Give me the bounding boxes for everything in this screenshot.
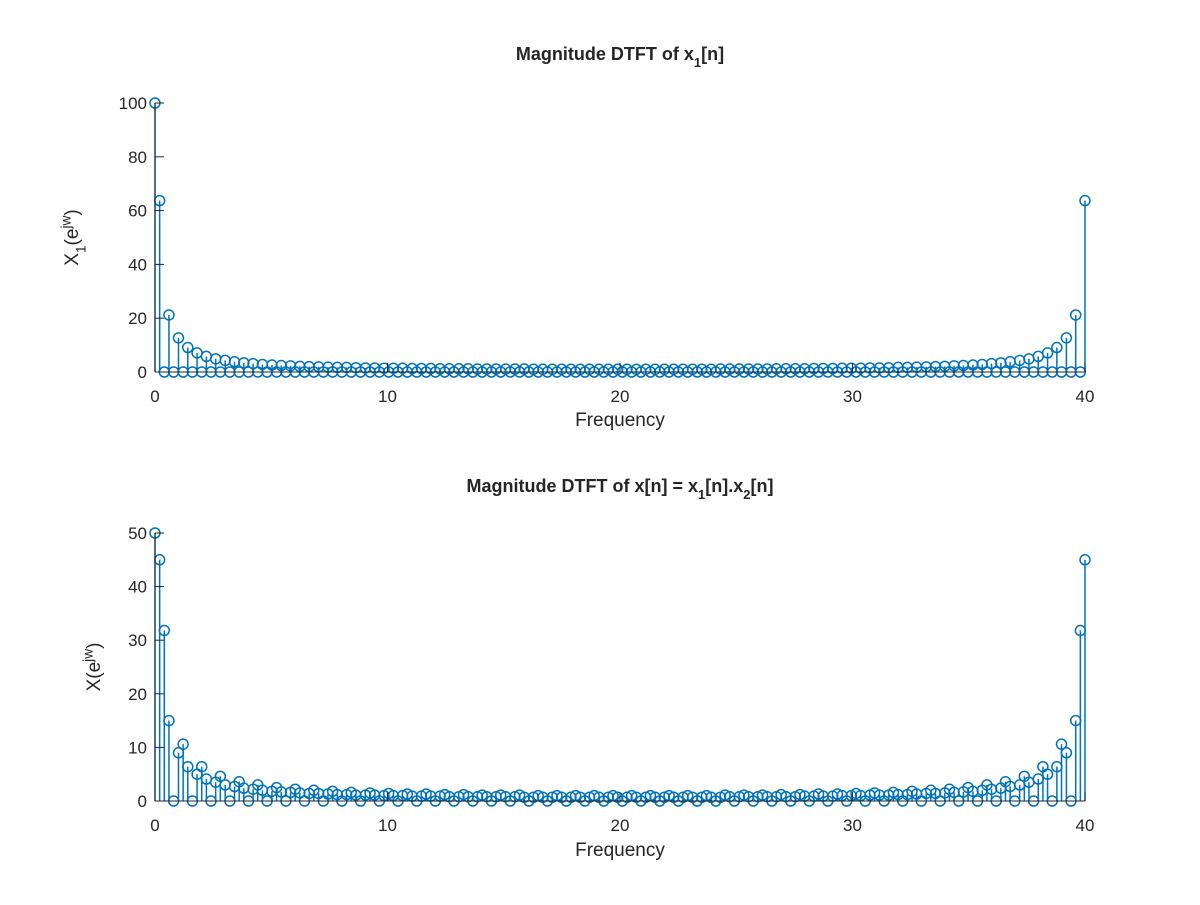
stem-marker (1079, 554, 1091, 566)
stem-marker (1041, 768, 1054, 780)
stem-marker (494, 789, 507, 801)
stem-marker (1079, 194, 1091, 207)
stem-marker (719, 789, 731, 801)
chart-title: Magnitude DTFT of x[n] = x1[n].x2[n] (467, 476, 774, 502)
x-tick-label: 30 (843, 387, 862, 406)
stem-marker (158, 624, 171, 637)
stem-marker (738, 789, 750, 801)
y-tick-label: 0 (138, 363, 147, 382)
stem-marker (1060, 747, 1073, 759)
x-axis-label: Frequency (575, 410, 665, 431)
x-tick-label: 10 (378, 816, 397, 835)
y-tick-label: 60 (128, 202, 147, 221)
x-tick-label: 20 (611, 387, 630, 406)
stem-marker (177, 738, 189, 750)
y-tick-label: 20 (128, 309, 147, 328)
stem-marker (172, 332, 185, 344)
stem-marker (182, 760, 194, 773)
x-tick-label: 20 (611, 816, 630, 835)
stem-marker (1069, 309, 1082, 321)
y-tick-label: 30 (128, 631, 147, 650)
x-tick-label: 40 (1076, 816, 1095, 835)
y-tick-label: 50 (128, 524, 147, 543)
stem-marker (214, 770, 227, 783)
x-tick-label: 10 (378, 387, 397, 406)
x-tick-label: 40 (1076, 387, 1095, 406)
stem-marker (831, 788, 844, 800)
stem-marker (1060, 332, 1073, 344)
stem-marker (195, 760, 208, 773)
y-tick-label: 20 (128, 685, 147, 704)
y-tick-label: 40 (128, 578, 147, 597)
y-axis-label: X(ejw) (80, 643, 105, 692)
stem-marker (163, 714, 175, 727)
stem-marker (1051, 341, 1063, 354)
y-tick-label: 40 (128, 255, 147, 274)
y-tick-label: 10 (128, 738, 147, 757)
stem-marker (756, 789, 769, 801)
y-tick-label: 0 (138, 792, 147, 811)
x-tick-label: 0 (150, 816, 159, 835)
y-tick-label: 100 (119, 94, 147, 113)
x-tick-label: 0 (150, 387, 159, 406)
stem-marker (476, 789, 488, 801)
y-axis-label: X1(ejw) (58, 209, 88, 265)
stem-marker (163, 309, 175, 321)
stem-marker (182, 341, 194, 354)
stem-marker (794, 788, 806, 801)
x-axis-label: Frequency (575, 840, 665, 861)
stem-marker (1041, 347, 1054, 359)
stem-marker (1055, 738, 1068, 750)
chart-title: Magnitude DTFT of x1[n] (516, 44, 724, 70)
y-tick-label: 80 (128, 148, 147, 167)
x-tick-label: 30 (843, 816, 862, 835)
